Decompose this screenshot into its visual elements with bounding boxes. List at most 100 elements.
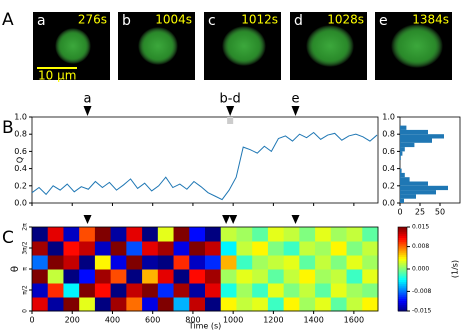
y-tick-label: 0.8: [14, 130, 27, 139]
cell-image: [391, 24, 443, 68]
heat-cell: [126, 269, 143, 284]
heat-cell: [142, 283, 159, 298]
heat-cell: [283, 255, 300, 270]
colorbar-tick-label: 0.000: [412, 266, 429, 273]
heat-cell: [267, 255, 285, 270]
x-tick-label: 25: [415, 208, 425, 217]
cell-image: [55, 28, 91, 64]
event-marker: [291, 215, 300, 224]
heat-cell: [47, 241, 64, 256]
colorbar-step: [398, 269, 407, 272]
heat-cell: [63, 269, 80, 284]
hist-bar: [400, 151, 403, 156]
heat-cell: [362, 269, 379, 284]
heat-cell: [236, 283, 253, 298]
heat-cell: [252, 297, 269, 312]
heat-cell: [63, 255, 80, 270]
event-marker: [291, 106, 300, 116]
heat-cell: [110, 255, 127, 270]
hist-bar: [400, 129, 428, 135]
heat-cell: [94, 283, 112, 298]
heat-cell: [236, 297, 253, 312]
colorbar-tick-label: 0.015: [412, 224, 429, 231]
event-label: e: [292, 92, 300, 107]
x-tick-label: 800: [185, 316, 200, 325]
heat-cell: [346, 227, 363, 242]
heat-cell: [32, 269, 49, 284]
cell-image: [138, 27, 178, 65]
heat-cell: [267, 241, 285, 256]
colorbar-step: [398, 290, 407, 293]
heat-cell: [330, 269, 348, 284]
y-tick-label: 0.6: [14, 147, 27, 156]
heat-cell: [79, 297, 96, 312]
heat-cell: [157, 241, 175, 256]
hist-bar: [400, 155, 401, 160]
heat-cell: [63, 283, 80, 298]
heat-cell: [205, 269, 222, 284]
heat-cell: [189, 255, 206, 270]
heat-cell: [346, 255, 363, 270]
hist-bar: [400, 177, 410, 182]
snapshot-label: a: [37, 13, 46, 29]
hist-bar: [400, 147, 405, 152]
heat-cell: [173, 283, 190, 298]
heat-cell: [346, 269, 363, 284]
heat-cell: [346, 283, 363, 298]
panel-label: A: [2, 10, 14, 30]
colorbar-step: [398, 308, 407, 312]
x-axis-label: Time (s): [188, 322, 222, 331]
heat-cell: [173, 269, 190, 284]
colorbar-step: [398, 239, 407, 243]
heat-cell: [236, 227, 253, 242]
y-axis-label: θ: [10, 266, 21, 272]
heat-cell: [47, 255, 64, 270]
heat-cell: [330, 283, 348, 298]
heat-cell: [79, 227, 96, 242]
heat-cell: [330, 255, 348, 270]
heat-cell: [173, 297, 190, 312]
y-tick-label: 0.2: [382, 181, 395, 190]
colorbar-step: [398, 300, 407, 304]
colorbar-step: [398, 285, 407, 289]
heat-cell: [362, 255, 379, 270]
colorbar-tick-label: -0.015: [412, 308, 432, 315]
x-tick-label: 600: [145, 316, 160, 325]
heat-cell: [299, 269, 316, 284]
heat-cell: [362, 227, 379, 242]
heat-cell: [94, 269, 112, 284]
heat-cell: [299, 227, 316, 242]
heat-cell: [110, 227, 127, 242]
colorbar-step: [398, 252, 407, 255]
heat-cell: [205, 227, 222, 242]
x-tick-label: 1400: [303, 316, 323, 325]
highlight: [227, 117, 234, 124]
colorbar-step: [398, 294, 407, 297]
heat-cell: [63, 227, 80, 242]
hist-bar: [400, 181, 428, 186]
heat-cell: [79, 241, 96, 256]
heat-cell: [330, 297, 348, 312]
x-tick-label: 0: [29, 316, 34, 325]
y-tick-label: 2π: [22, 223, 29, 231]
y-tick-label: 1.0: [14, 113, 27, 122]
y-tick-label: 0.4: [14, 164, 27, 173]
heat-cell: [47, 297, 64, 312]
colorbar-step: [398, 250, 407, 253]
heat-cell: [94, 297, 112, 312]
heat-cell: [126, 297, 143, 312]
y-tick-label: 0.8: [382, 130, 395, 139]
heat-cell: [126, 241, 143, 256]
heat-cell: [315, 283, 332, 298]
heat-cell: [157, 269, 175, 284]
heat-cell: [220, 241, 237, 256]
heat-cell: [94, 255, 112, 270]
colorbar-tick-label: -0.008: [412, 288, 432, 295]
heat-cell: [189, 297, 206, 312]
colorbar-step: [398, 302, 407, 306]
heat-cell: [32, 255, 49, 270]
y-tick-label: 0.0: [382, 199, 395, 208]
x-tick-label: 0: [397, 208, 402, 217]
heat-cell: [299, 283, 316, 298]
